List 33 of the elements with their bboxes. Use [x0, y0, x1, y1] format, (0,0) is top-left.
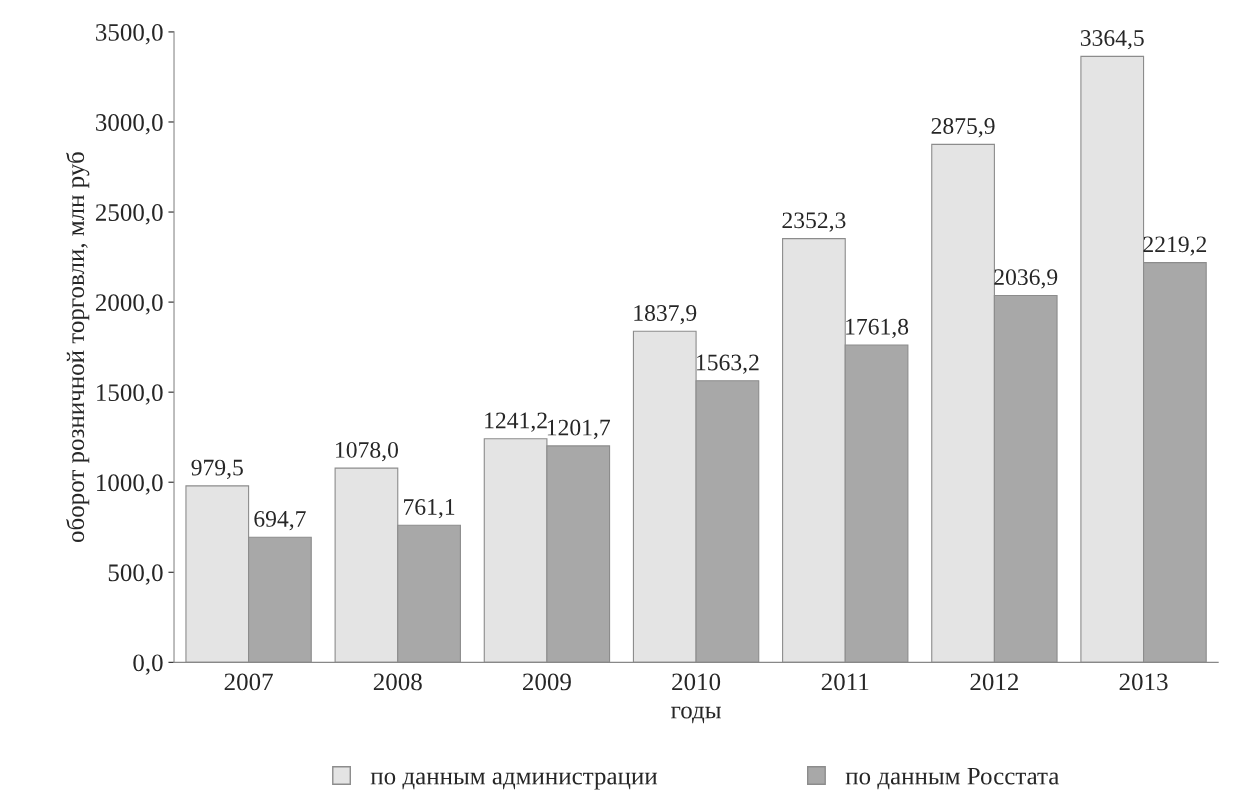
x-tick-label: 2008	[373, 673, 422, 691]
x-tick-label: 2010	[672, 673, 721, 691]
y-tick-label: 1500,0	[97, 384, 163, 405]
data-label: 979,5	[191, 459, 243, 479]
x-tick-label: 2011	[821, 673, 869, 691]
data-label: 3364,5	[1080, 30, 1144, 50]
data-label: 1201,7	[547, 419, 611, 439]
data-label: 1837,9	[634, 305, 697, 325]
data-label: 761,1	[404, 499, 455, 519]
data-label: 1241,2	[485, 412, 547, 432]
data-label: 1761,8	[846, 318, 909, 339]
data-label: 1078,0	[336, 441, 398, 462]
y-tick-label: 0,0	[133, 654, 163, 675]
y-tick-label: 1000,0	[97, 474, 163, 495]
x-tick-label: 2013	[1119, 673, 1168, 691]
x-tick-label: 2007	[224, 673, 273, 691]
data-label: 1563,2	[697, 354, 759, 374]
y-tick-label: 3000,0	[96, 114, 163, 135]
y-tick-label: 2000,0	[95, 294, 163, 315]
data-label: 2036,9	[994, 269, 1058, 289]
data-label: 694,7	[254, 510, 306, 531]
data-label: 2875,9	[931, 118, 995, 138]
x-tick-label: 2009	[523, 673, 571, 691]
data-label: 2352,3	[782, 212, 846, 232]
legend-label: по данным администрации	[370, 772, 658, 790]
x-tick-label: 2012	[970, 673, 1019, 691]
y-tick-label: 500,0	[108, 564, 163, 585]
y-axis-title: оборот розничной торговли, млн руб	[66, 152, 90, 543]
y-tick-label: 3500,0	[96, 23, 163, 45]
data-label: 2219,2	[1143, 236, 1207, 256]
y-tick-label: 2500,0	[95, 204, 163, 225]
legend-label: по данным Росстата	[845, 767, 1060, 790]
x-axis-title: годы	[671, 706, 721, 724]
